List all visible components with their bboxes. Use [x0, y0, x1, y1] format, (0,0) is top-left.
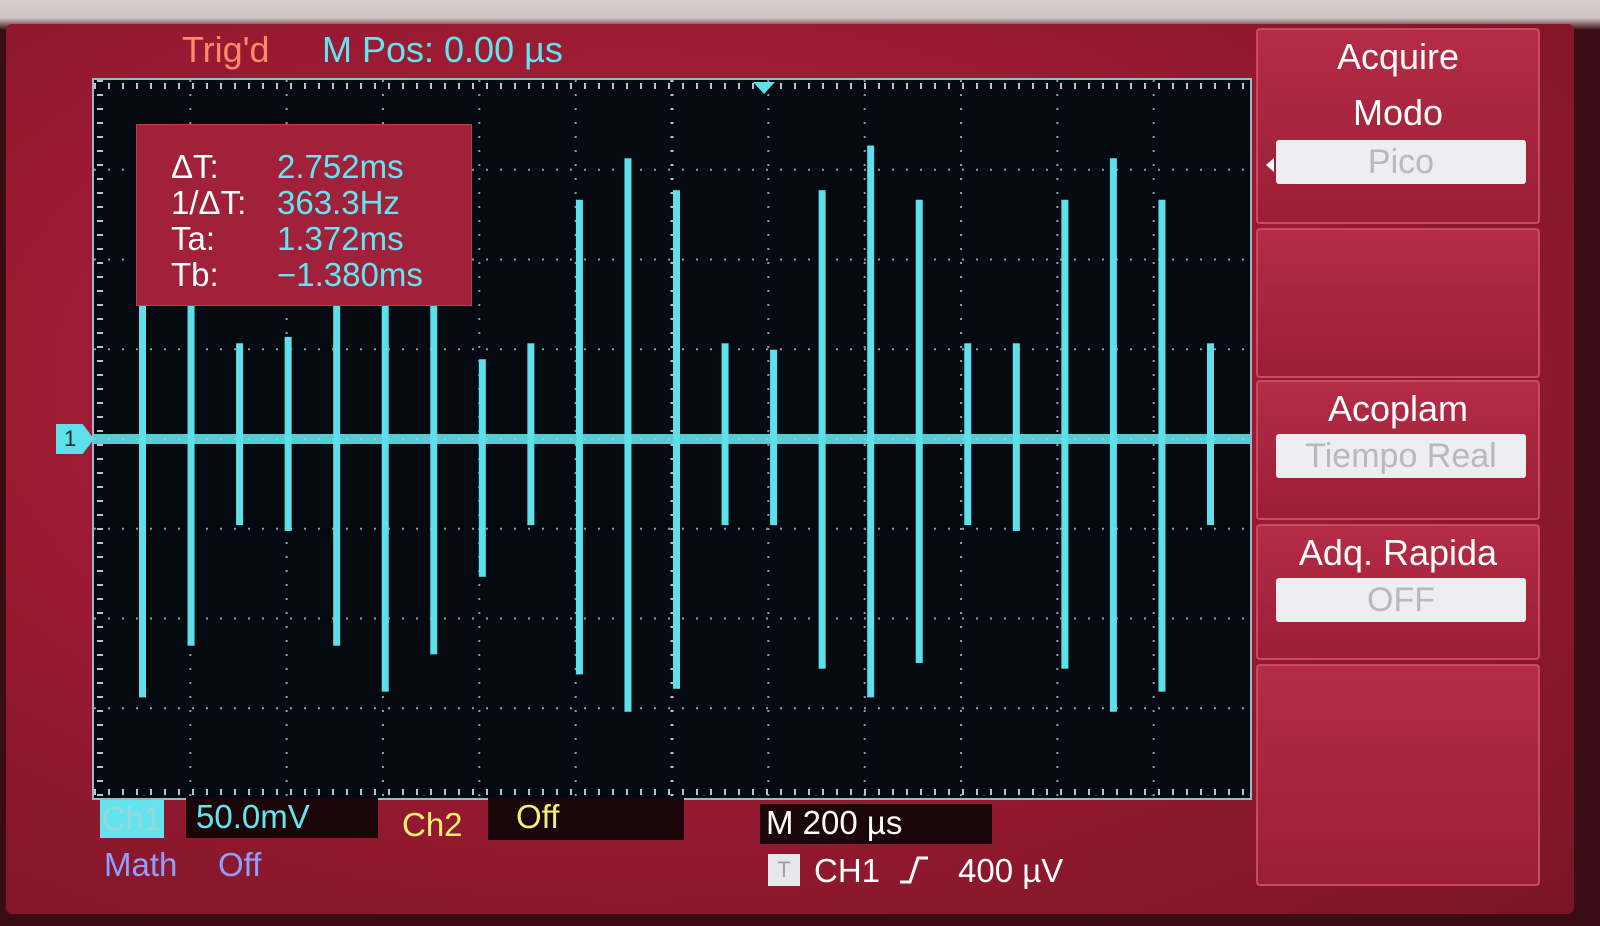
waveform-spike [478, 359, 486, 577]
menu-empty-section [1256, 228, 1540, 378]
trigger-position-marker-icon [753, 82, 775, 94]
measurement-row-frequency: 1/ΔT: 363.3Hz [171, 185, 400, 221]
rising-edge-icon [896, 852, 932, 896]
measurement-value: 1.372ms [277, 220, 404, 257]
measurement-row-tb: Tb: −1.380ms [171, 257, 423, 293]
waveform-spike [1061, 199, 1069, 669]
main-position-readout: M Pos: 0.00 µs [322, 29, 563, 70]
adq-rapida-value-button[interactable]: OFF [1276, 578, 1526, 622]
measurement-value: 2.752ms [277, 148, 404, 185]
trigger-level: 400 µV [958, 852, 1064, 889]
menu-title: Acquire [1336, 36, 1460, 77]
waveform-spike [1207, 343, 1214, 526]
measurement-label: Ta: [171, 220, 216, 257]
waveform-spike [915, 199, 923, 663]
measurement-label: ΔT: [171, 148, 219, 185]
timebase-readout: M 200 µs [760, 804, 992, 844]
menu-modo-section[interactable]: Acquire Modo Pico [1256, 28, 1540, 224]
waveform-spike [187, 215, 195, 646]
measurement-value: −1.380ms [277, 256, 423, 293]
waveform-spike [770, 349, 778, 526]
trace-baseline [94, 434, 1250, 444]
ch1-vertical-scale: 50.0mV [186, 798, 378, 838]
modo-label: Modo [1352, 92, 1444, 133]
waveform-canvas [94, 80, 1250, 798]
cursor-measurement-panel: ΔT: 2.752ms 1/ΔT: 363.3Hz Ta: 1.372ms Tb: −1… [136, 124, 472, 306]
waveform-spike [1109, 158, 1117, 712]
menu-adq-rapida-section[interactable]: Adq. Rapida OFF [1256, 524, 1540, 660]
waveform-spike [818, 190, 826, 669]
waveform-spike [624, 158, 632, 712]
waveform-spike [284, 336, 292, 531]
waveform-spike [867, 145, 875, 698]
waveform-spike [381, 199, 389, 692]
ch2-indicator[interactable]: Ch2 [402, 806, 463, 843]
adq-rapida-label: Adq. Rapida [1298, 532, 1498, 573]
waveform-spike [575, 199, 583, 675]
waveform-spike [527, 343, 535, 526]
ch2-status: Off [488, 798, 684, 840]
waveform-spike [333, 199, 341, 646]
trigger-icon: T [768, 854, 800, 886]
measurement-label: 1/ΔT: [171, 184, 247, 221]
waveform-spike [964, 343, 972, 526]
modo-value-button[interactable]: Pico [1276, 140, 1526, 184]
waveform-spike [721, 343, 729, 526]
acoplam-label: Acoplam [1327, 388, 1469, 429]
measurement-value: 363.3Hz [277, 184, 400, 221]
menu-acoplam-section[interactable]: Acoplam Tiempo Real [1256, 380, 1540, 520]
waveform-spike [430, 209, 438, 655]
trigger-source: CH1 [814, 852, 881, 889]
measurement-row-delta-t: ΔT: 2.752ms [171, 149, 404, 185]
math-indicator[interactable]: Math [104, 846, 178, 883]
trigger-status: Trig'd [182, 29, 270, 70]
ch1-indicator[interactable]: Ch1 [100, 800, 164, 838]
waveform-spike [139, 167, 146, 698]
acquire-menu: Acquire Modo Pico Acoplam Tiempo Real Ad… [1256, 28, 1544, 888]
waveform-spike [236, 343, 244, 526]
math-status: Off [218, 846, 262, 883]
selected-arrow-icon [1266, 158, 1274, 172]
measurement-row-ta: Ta: 1.372ms [171, 221, 404, 257]
menu-blank-section [1256, 664, 1540, 886]
measurement-label: Tb: [171, 256, 219, 293]
waveform-spike [673, 190, 680, 689]
acoplam-value-button[interactable]: Tiempo Real [1276, 434, 1526, 478]
waveform-spike [1158, 199, 1166, 692]
waveform-spike [1012, 343, 1020, 531]
